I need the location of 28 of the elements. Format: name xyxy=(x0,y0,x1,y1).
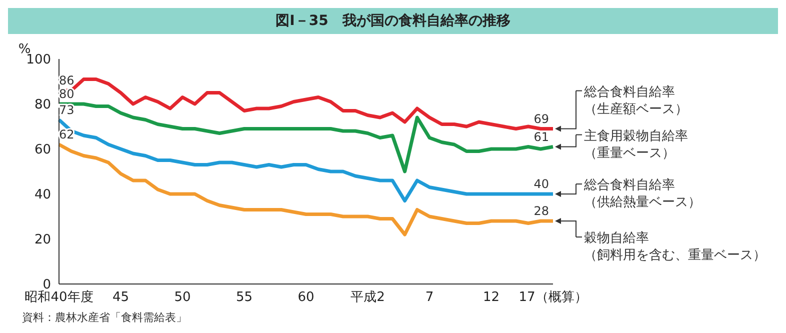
data-label: 62 xyxy=(59,128,74,142)
line-series xyxy=(57,142,555,236)
y-tick-label: 80 xyxy=(34,98,51,113)
text: 主食用穀物自給率（重量ベース） xyxy=(584,128,688,161)
text: 穀物自給率（飼料用を含む、重量ベース） xyxy=(584,230,766,263)
x-tick-label: 60 xyxy=(298,290,314,306)
data-label: 28 xyxy=(534,204,549,218)
x-tick-label: 平成2 xyxy=(350,290,385,306)
chart-title: 図Ⅰ－35 我が国の食料自給率の推移 xyxy=(8,8,778,34)
text: 総合食料自給率（供給熱量ベース） xyxy=(583,177,701,210)
data-label: 69 xyxy=(534,112,549,126)
line-series xyxy=(57,102,555,174)
x-tick-label: 45 xyxy=(112,290,130,306)
data-label: 40 xyxy=(534,177,549,191)
data-label: 73 xyxy=(59,102,74,117)
y-tick-label: 20 xyxy=(34,232,51,248)
data-label: 61 xyxy=(534,130,549,144)
data-label: 86 xyxy=(59,74,74,88)
x-tick-label: 55 xyxy=(236,290,253,306)
y-tick-label: 100 xyxy=(26,52,51,68)
y-tick-label: 60 xyxy=(34,142,51,158)
text: 資料：農林水産省「食料需給表」 xyxy=(22,310,188,325)
x-tick-label: 17（概算） xyxy=(518,290,588,306)
y-tick-label: 40 xyxy=(34,188,51,203)
x-tick-label: 7 xyxy=(425,290,434,306)
text: 総合食料自給率（生産額ベース） xyxy=(583,84,688,117)
x-tick-label: 50 xyxy=(174,290,191,306)
x-tick-label: 12 xyxy=(482,290,500,306)
